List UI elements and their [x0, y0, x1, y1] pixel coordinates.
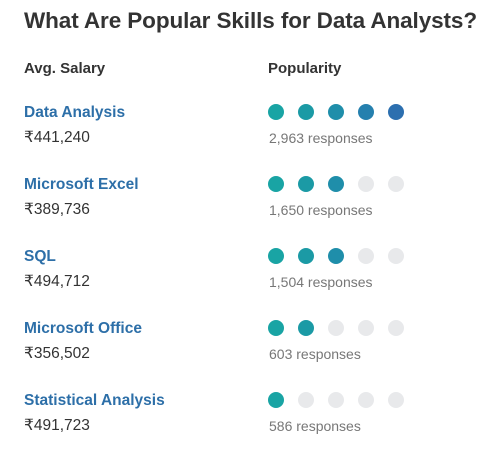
skill-name-link[interactable]: Data Analysis [24, 104, 126, 121]
response-count: 586 responses [269, 418, 361, 434]
popularity-dot-empty [328, 320, 344, 336]
popularity-dot-filled [388, 104, 404, 120]
popularity-dot-empty [388, 392, 404, 408]
popularity-dot-filled [298, 320, 314, 336]
popularity-dot-empty [358, 392, 374, 408]
popularity-rating [268, 248, 404, 268]
popularity-dot-filled [268, 104, 284, 120]
popularity-dot-filled [328, 104, 344, 120]
popularity-dot-filled [328, 176, 344, 192]
popularity-dot-empty [298, 392, 314, 408]
popularity-dot-empty [388, 176, 404, 192]
popularity-rating [268, 320, 404, 340]
popularity-dot-filled [298, 176, 314, 192]
popularity-dot-filled [358, 104, 374, 120]
popularity-dot-empty [328, 392, 344, 408]
skill-row: Statistical Analysis ₹491,723 586 response… [0, 392, 501, 452]
popularity-dot-filled [268, 176, 284, 192]
skill-name-link[interactable]: SQL [24, 248, 56, 265]
skill-row: Microsoft Office ₹356,502 603 responses [0, 320, 501, 380]
skill-row: Microsoft Excel ₹389,736 1,650 responses [0, 176, 501, 236]
skill-name-link[interactable]: Statistical Analysis [24, 392, 165, 409]
popularity-column-header: Popularity [268, 60, 342, 77]
page-title: What Are Popular Skills for Data Analyst… [24, 8, 477, 33]
popularity-dot-empty [388, 248, 404, 264]
popularity-dot-filled [298, 104, 314, 120]
popularity-dot-empty [358, 320, 374, 336]
skill-salary: ₹494,712 [24, 273, 90, 290]
popularity-dot-empty [358, 248, 374, 264]
skill-name-link[interactable]: Microsoft Excel [24, 176, 139, 193]
skill-row: SQL ₹494,712 1,504 responses [0, 248, 501, 308]
popularity-dot-filled [268, 392, 284, 408]
skill-name-link[interactable]: Microsoft Office [24, 320, 142, 337]
popularity-dot-empty [388, 320, 404, 336]
skill-salary: ₹491,723 [24, 417, 90, 434]
response-count: 603 responses [269, 346, 361, 362]
skill-salary: ₹389,736 [24, 201, 90, 218]
skill-salary: ₹356,502 [24, 345, 90, 362]
popularity-dot-filled [298, 248, 314, 264]
skill-row: Data Analysis ₹441,240 2,963 responses [0, 104, 501, 164]
avg-salary-column-header: Avg. Salary [24, 60, 106, 77]
popularity-dot-filled [268, 248, 284, 264]
popularity-rating [268, 104, 404, 124]
popularity-dot-filled [328, 248, 344, 264]
popularity-rating [268, 176, 404, 196]
response-count: 1,504 responses [269, 274, 373, 290]
popularity-dot-filled [268, 320, 284, 336]
skill-salary: ₹441,240 [24, 129, 90, 146]
response-count: 2,963 responses [269, 130, 373, 146]
popularity-rating [268, 392, 404, 412]
popularity-dot-empty [358, 176, 374, 192]
response-count: 1,650 responses [269, 202, 373, 218]
